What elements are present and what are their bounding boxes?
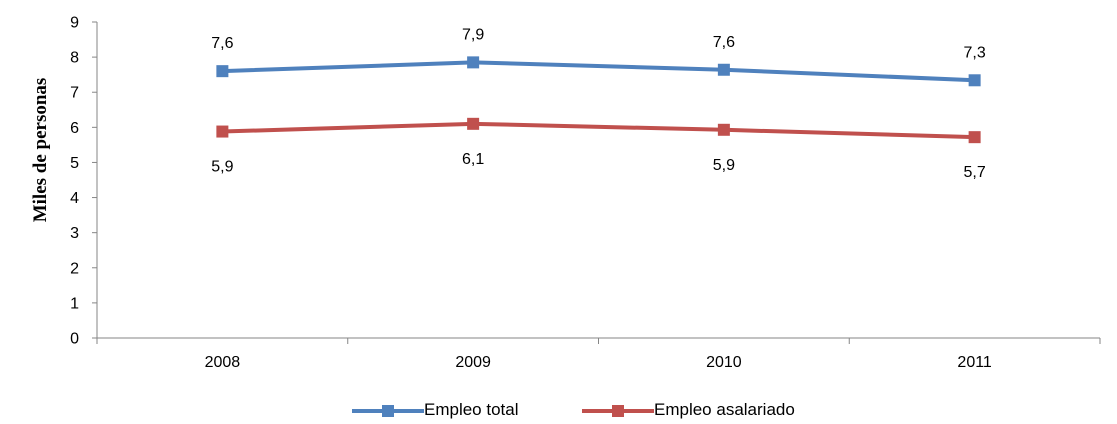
data-point-marker: [216, 125, 229, 138]
data-label: 7,6: [211, 35, 233, 52]
y-tick-label: 6: [70, 120, 79, 137]
y-tick-label: 1: [70, 295, 79, 312]
data-point-marker: [717, 63, 730, 76]
data-label: 7,6: [713, 34, 735, 51]
data-labels: 7,6 7,9 7,6 7,3 5,9 6,1 5,9 5,7: [211, 26, 986, 181]
x-tick-labels: 2008 2009 2010 2011: [205, 354, 992, 371]
legend-label-total: Empleo total: [424, 400, 519, 419]
legend-item-total: Empleo total: [352, 396, 519, 424]
y-axis-title: Miles de personas: [30, 78, 51, 223]
data-label: 5,7: [964, 164, 986, 181]
data-point-marker: [216, 65, 229, 78]
y-tick-label: 3: [70, 225, 79, 242]
legend-item-asalariado: Empleo asalariado: [582, 396, 795, 424]
data-point-marker: [717, 123, 730, 136]
legend-label-asalariado: Empleo asalariado: [654, 400, 795, 419]
data-point-marker: [968, 74, 981, 87]
y-tick-labels: 0 1 2 3 4 5 6 7 8 9: [70, 15, 79, 348]
series-layer: [216, 56, 981, 144]
legend-swatch-total: [352, 396, 424, 424]
legend: Empleo total Empleo asalariado: [0, 396, 1117, 424]
data-point-marker: [968, 131, 981, 144]
data-label: 5,9: [211, 159, 233, 176]
data-label: 7,9: [462, 26, 484, 43]
y-tick-label: 8: [70, 50, 79, 67]
y-tick-label: 9: [70, 15, 79, 32]
y-tick-label: 2: [70, 260, 79, 277]
series-line-1: [222, 121, 975, 140]
series-line-0: [222, 60, 975, 83]
x-tick-label: 2009: [455, 354, 491, 371]
data-label: 7,3: [964, 44, 986, 61]
x-tick-label: 2010: [706, 354, 742, 371]
data-label: 6,1: [462, 151, 484, 168]
y-tick-label: 7: [70, 85, 79, 102]
x-tick-label: 2011: [957, 354, 992, 371]
y-tick-label: 4: [70, 190, 79, 207]
y-tick-label: 0: [70, 331, 79, 348]
data-label: 5,9: [713, 157, 735, 174]
legend-swatch-asalariado: [582, 396, 654, 424]
axes: [92, 21, 1101, 344]
x-tick-label: 2008: [205, 354, 241, 371]
data-point-marker: [467, 117, 480, 130]
line-chart: Miles de personas 0 1 2 3 4 5 6 7 8 9 2008 2009 201…: [30, 15, 1101, 371]
y-tick-label: 5: [70, 155, 79, 172]
data-point-marker: [467, 56, 480, 69]
